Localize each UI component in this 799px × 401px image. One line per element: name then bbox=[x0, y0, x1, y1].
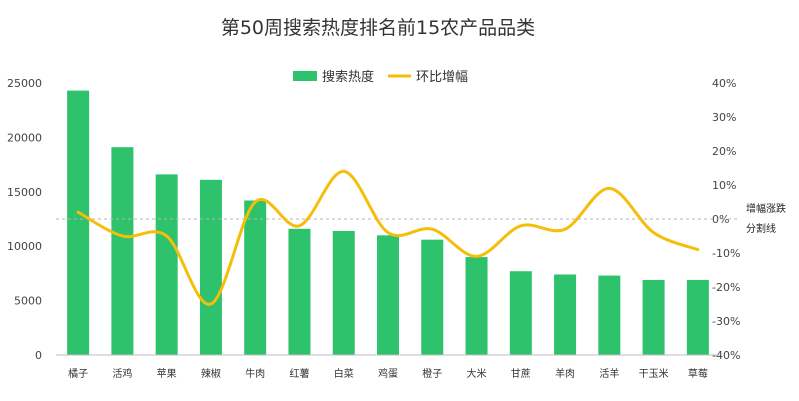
left-tick-label: 5000 bbox=[14, 295, 42, 308]
category-label: 活鸡 bbox=[112, 367, 132, 380]
category-label: 橙子 bbox=[422, 367, 442, 380]
legend-label-bar: 搜索热度 bbox=[322, 69, 374, 85]
left-tick-label: 25000 bbox=[7, 77, 42, 90]
bar bbox=[111, 147, 134, 355]
category-label: 草莓 bbox=[688, 368, 708, 380]
category-label: 大米 bbox=[467, 367, 487, 380]
bar bbox=[598, 275, 621, 355]
chart-title: 第50周搜索热度排名前15农产品品类 bbox=[221, 17, 535, 39]
right-tick-label: 40% bbox=[712, 77, 736, 90]
reference-line-label-1: 增幅涨跌 bbox=[746, 202, 786, 215]
category-label: 橘子 bbox=[68, 368, 88, 380]
right-tick-label: -30% bbox=[712, 315, 740, 328]
bar bbox=[642, 279, 665, 355]
category-label: 羊肉 bbox=[555, 367, 575, 380]
right-tick-label: -20% bbox=[712, 281, 740, 294]
right-tick-label: 10% bbox=[712, 179, 736, 192]
category-label: 甘蔗 bbox=[511, 367, 531, 380]
left-tick-label: 20000 bbox=[7, 131, 42, 144]
category-label: 干玉米 bbox=[639, 367, 669, 380]
bar bbox=[465, 257, 488, 355]
category-label: 牛肉 bbox=[245, 367, 265, 380]
bar bbox=[377, 235, 399, 355]
legend-swatch-bar bbox=[293, 71, 317, 81]
legend-label-line: 环比增幅 bbox=[416, 70, 468, 85]
bar bbox=[67, 90, 90, 355]
right-axis: -40% -30% -20% -10% 0% 10% 20% 30% 40% bbox=[712, 77, 740, 362]
bar bbox=[155, 174, 178, 355]
bar bbox=[288, 228, 311, 355]
category-label: 苹果 bbox=[157, 367, 177, 380]
right-tick-label: -10% bbox=[712, 247, 740, 260]
category-label: 活羊 bbox=[599, 367, 619, 380]
bar bbox=[332, 230, 355, 355]
bar bbox=[244, 200, 267, 355]
legend: 搜索热度 环比增幅 bbox=[293, 69, 468, 85]
left-tick-label: 10000 bbox=[7, 240, 42, 253]
bar-series bbox=[67, 90, 709, 355]
category-label: 鸡蛋 bbox=[378, 367, 398, 380]
bar bbox=[686, 279, 709, 355]
line-series bbox=[76, 169, 700, 306]
category-label: 红薯 bbox=[289, 367, 309, 380]
bar bbox=[421, 239, 444, 355]
reference-line-label-2: 分割线 bbox=[746, 222, 776, 235]
category-label: 白菜 bbox=[334, 367, 354, 380]
x-axis-labels: 橘子 活鸡 苹果 辣椒 牛肉 红薯 白菜 鸡蛋 橙子 大米 甘蔗 羊肉 活羊 干玉米 草莓 bbox=[68, 367, 708, 380]
bar bbox=[554, 274, 577, 355]
left-axis: 0 5000 10000 15000 20000 25000 bbox=[7, 77, 42, 362]
category-label: 辣椒 bbox=[201, 367, 221, 380]
bar bbox=[199, 179, 222, 355]
left-tick-label: 0 bbox=[35, 349, 42, 362]
left-tick-label: 15000 bbox=[7, 186, 42, 199]
right-tick-label: 30% bbox=[712, 111, 736, 124]
bar bbox=[509, 271, 532, 355]
right-tick-label: 20% bbox=[712, 145, 736, 158]
right-tick-label: 0% bbox=[712, 213, 729, 226]
right-tick-label: -40% bbox=[712, 349, 740, 362]
